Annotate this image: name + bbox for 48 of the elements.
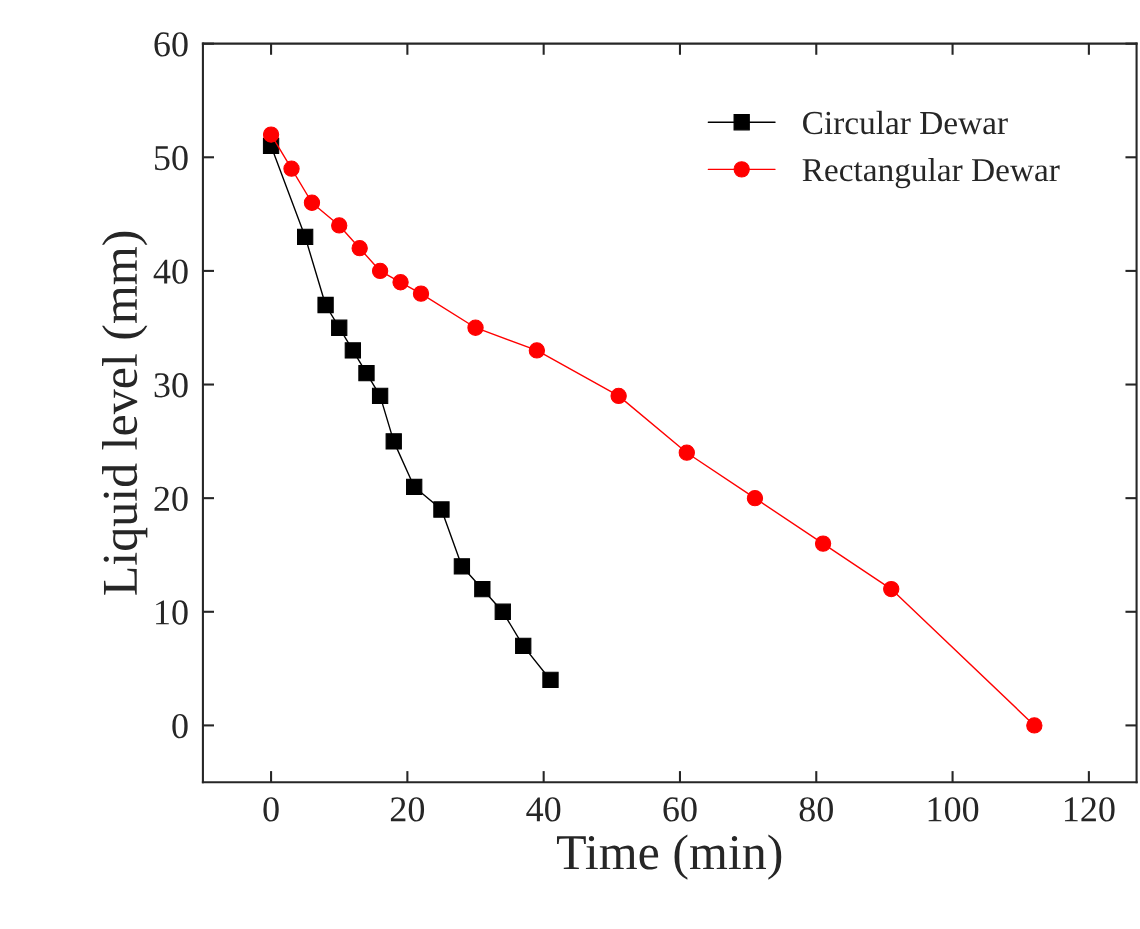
y-tick-label: 60: [154, 32, 188, 57]
point: [344, 342, 362, 359]
x-axis-title: Time (min): [556, 834, 782, 880]
x-tick-label: 20: [390, 797, 425, 822]
y-tick-label: 40: [153, 259, 188, 284]
legend-label: Rectangular Dewar: [802, 157, 1060, 189]
point: [385, 433, 402, 450]
y-axis-title: Liquid level (mm): [102, 231, 148, 595]
point: [528, 342, 546, 359]
point: [283, 160, 300, 177]
y-tick-label: 50: [155, 145, 188, 171]
x-tick-label: 100: [928, 797, 979, 822]
point: [358, 365, 375, 382]
point: [331, 319, 348, 336]
point: [371, 387, 389, 405]
point: [351, 240, 368, 257]
point: [371, 262, 389, 280]
point: [746, 490, 764, 507]
point: [678, 444, 695, 461]
point: [542, 671, 559, 689]
x-tick-label: 80: [799, 797, 833, 822]
y-tick-label: 20: [154, 486, 188, 512]
point: [303, 194, 321, 211]
point: [467, 319, 484, 336]
point: [406, 478, 423, 495]
point: [494, 603, 511, 620]
legend-label: Circular Dewar: [803, 110, 1008, 135]
point: [610, 387, 627, 405]
point: [453, 558, 471, 575]
point: [1026, 717, 1043, 734]
point: [814, 535, 832, 552]
point: [412, 285, 430, 302]
point: [331, 217, 348, 234]
y-tick-label: 10: [156, 600, 188, 625]
point: [296, 228, 314, 245]
point: [392, 274, 409, 291]
y-tick-label: 30: [154, 373, 188, 398]
point: [515, 637, 532, 655]
y-tick-label: 0: [172, 713, 188, 739]
x-tick-label: 0: [263, 797, 279, 822]
x-tick-label: 40: [526, 797, 561, 822]
x-tick-label: 60: [663, 797, 697, 822]
x-tick-label: 120: [1064, 797, 1115, 822]
point: [262, 126, 280, 143]
point: [474, 580, 491, 598]
point: [317, 296, 334, 314]
point: [433, 501, 450, 518]
point: [883, 580, 900, 598]
